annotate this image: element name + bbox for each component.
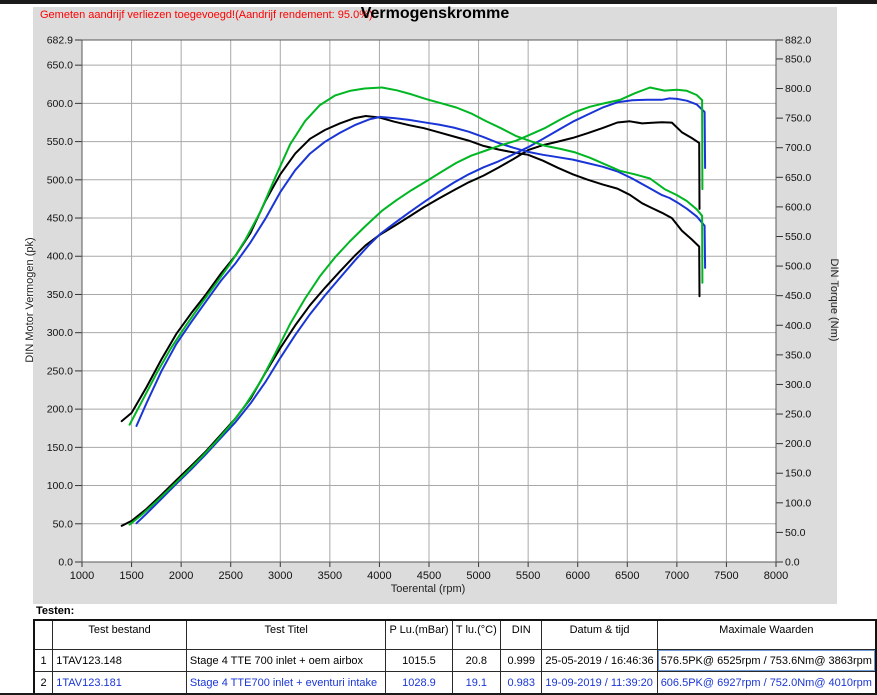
left-axis-title: DIN Motor Vermogen (pk) (24, 237, 36, 363)
header-test-titel: Test Titel (185, 619, 387, 650)
right-axis-tick-label: 300.0 (785, 379, 811, 391)
right-axis-title: DIN Torque (Nm) (828, 258, 840, 342)
header-p-lu: P Lu.(mBar) (385, 619, 453, 650)
x-axis-tick-label: 2500 (218, 570, 242, 582)
right-axis-tick-label: 700.0 (785, 142, 811, 154)
left-axis-tick-label: 250.0 (47, 365, 73, 377)
x-axis-tick-label: 3500 (318, 570, 342, 582)
x-axis-title: Toerental (rpm) (390, 583, 466, 595)
right-axis-tick-label: 150.0 (785, 468, 811, 480)
cell-row-number[interactable]: 1 (33, 649, 54, 672)
cell-maximale-waarden[interactable]: 606.5PK@ 6927rpm / 752.0Nm@ 4010rpm (656, 671, 877, 694)
right-axis-tick-label: 500.0 (785, 261, 811, 273)
right-axis-tick-label: 100.0 (785, 497, 811, 509)
cell-p-lu[interactable]: 1015.5 (385, 649, 453, 672)
torque-curve-run-1 (120, 115, 701, 423)
x-axis-tick-label: 3000 (268, 570, 292, 582)
header-t-lu: T lu.(°C) (451, 619, 502, 650)
left-axis-tick-label: 50.0 (53, 518, 74, 530)
cell-test-bestand[interactable]: 1TAV123.181 (52, 671, 187, 694)
drivetrain-loss-note: Gemeten aandrijf verliezen toegevoegd!(A… (40, 9, 373, 21)
table-row: 2 1TAV123.181 Stage 4 TTE700 inlet + event… (33, 671, 877, 694)
right-axis-tick-label: 450.0 (785, 290, 811, 302)
plot-frame (81, 39, 777, 563)
header-maximale-waarden: Maximale Waarden (656, 619, 877, 650)
right-axis-tick-label: 550.0 (785, 231, 811, 243)
x-axis-tick-label: 5500 (516, 570, 540, 582)
left-axis-tick-label: 300.0 (47, 327, 73, 339)
x-axis-tick-label: 7000 (665, 570, 689, 582)
cell-test-bestand[interactable]: 1TAV123.148 (52, 649, 187, 672)
left-axis-tick-label: 650.0 (47, 60, 73, 72)
right-axis-tick-label: 650.0 (785, 172, 811, 184)
left-axis-tick-label: 150.0 (47, 442, 73, 454)
left-axis-tick-label: 500.0 (47, 174, 73, 186)
header-test-bestand: Test bestand (52, 619, 187, 650)
window-top-border (0, 0, 877, 4)
right-axis-tick-label: 600.0 (785, 201, 811, 213)
x-axis-tick-label: 6500 (615, 570, 639, 582)
cell-maximale-waarden[interactable]: 576.5PK@ 6525rpm / 753.6Nm@ 3863rpm (656, 649, 877, 672)
left-axis-tick-label: 100.0 (47, 480, 73, 492)
right-axis-tick-label: 0.0 (785, 557, 800, 569)
right-axis-tick-label: 850.0 (785, 53, 811, 65)
table-section-label: Testen: (36, 605, 75, 617)
power-torque-chart: 682.9 650.0 600.0 550.0 500.0 450.0 400.0 350.0… (47, 35, 812, 583)
torque-curve-run-2 (135, 115, 707, 427)
cell-t-lu[interactable]: 20.8 (451, 649, 502, 672)
tests-table: Test bestand Test Titel P Lu.(mBar) T lu… (33, 619, 877, 695)
header-row-number (33, 619, 54, 650)
axis-ticks (75, 39, 783, 567)
left-axis-tick-label: 600.0 (47, 98, 73, 110)
table-row: 1 1TAV123.148 Stage 4 TTE 700 inlet + oem … (33, 649, 877, 672)
table-header-row: Test bestand Test Titel P Lu.(mBar) T lu… (33, 619, 877, 650)
torque-curve-run-3 (128, 86, 704, 426)
header-datum-tijd: Datum & tijd (541, 619, 658, 650)
cell-test-titel[interactable]: Stage 4 TTE 700 inlet + oem airbox (185, 649, 387, 672)
power-curve-run-2 (135, 97, 707, 525)
x-axis-tick-label: 4500 (417, 570, 441, 582)
x-axis-tick-label: 7500 (714, 570, 738, 582)
right-axis-tick-label: 400.0 (785, 320, 811, 332)
left-axis-tick-label: 450.0 (47, 213, 73, 225)
right-axis-tick-label: 200.0 (785, 438, 811, 450)
cell-datum-tijd[interactable]: 19-09-2019 / 11:39:20 (541, 671, 658, 694)
cell-datum-tijd[interactable]: 25-05-2019 / 16:46:36 (541, 649, 658, 672)
cell-row-number[interactable]: 2 (33, 671, 54, 694)
cell-din[interactable]: 0.999 (500, 649, 543, 672)
x-axis-tick-label: 6000 (565, 570, 589, 582)
x-axis-tick-label: 1000 (70, 570, 94, 582)
x-axis-tick-label: 4000 (367, 570, 391, 582)
right-axis-tick-label: 250.0 (785, 409, 811, 421)
x-axis-tick-label: 2000 (169, 570, 193, 582)
left-axis-tick-label: 682.9 (47, 35, 73, 47)
header-din: DIN (500, 619, 543, 650)
window-bottom-border (0, 693, 877, 695)
x-axis-tick-label: 1500 (119, 570, 143, 582)
left-axis-tick-label: 400.0 (47, 251, 73, 263)
right-axis-tick-label: 350.0 (785, 349, 811, 361)
x-axis-tick-label: 5000 (466, 570, 490, 582)
left-axis-tick-label: 200.0 (47, 404, 73, 416)
right-axis-tick-label: 882.0 (785, 35, 811, 47)
left-axis-tick-label: 550.0 (47, 136, 73, 148)
cell-p-lu[interactable]: 1028.9 (385, 671, 453, 694)
right-axis-tick-label: 800.0 (785, 83, 811, 95)
cell-t-lu[interactable]: 19.1 (451, 671, 502, 694)
power-curve-run-3 (128, 86, 704, 526)
cell-test-titel[interactable]: Stage 4 TTE700 inlet + eventuri intake (185, 671, 387, 694)
left-axis-tick-label: 350.0 (47, 289, 73, 301)
cell-din[interactable]: 0.983 (500, 671, 543, 694)
chart-title: Vermogenskromme (360, 5, 510, 22)
right-axis-tick-label: 750.0 (785, 113, 811, 125)
x-axis-tick-label: 8000 (764, 570, 788, 582)
right-axis-tick-label: 50.0 (785, 527, 806, 539)
axis-tick-labels: 682.9 650.0 600.0 550.0 500.0 450.0 400.0 350.0… (47, 35, 812, 583)
left-axis-tick-label: 0.0 (58, 557, 73, 569)
